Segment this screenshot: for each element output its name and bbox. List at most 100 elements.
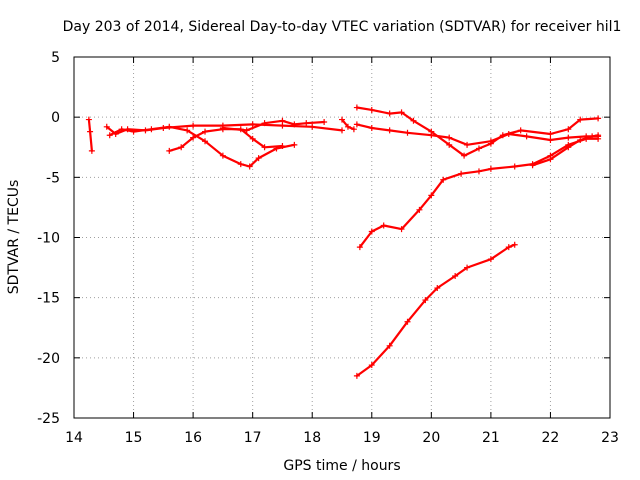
data-point xyxy=(255,155,262,162)
y-tick-label: 0 xyxy=(51,110,60,126)
data-point xyxy=(87,128,94,135)
data-point xyxy=(249,121,256,128)
x-tick-label: 19 xyxy=(363,430,381,446)
data-point xyxy=(339,116,345,123)
series-arc-c xyxy=(106,123,298,170)
data-point xyxy=(303,120,310,127)
data-point xyxy=(368,124,375,131)
data-point xyxy=(589,133,596,140)
data-point xyxy=(356,244,363,251)
series-arc-e xyxy=(219,117,328,134)
data-point xyxy=(458,170,465,177)
x-tick-label: 23 xyxy=(601,430,619,446)
data-point xyxy=(565,126,572,133)
data-point xyxy=(487,165,494,172)
data-series xyxy=(85,104,602,379)
x-tick-label: 22 xyxy=(542,430,560,446)
data-point xyxy=(202,138,209,145)
x-tick-label: 18 xyxy=(303,430,321,446)
data-point xyxy=(565,144,572,151)
series-line xyxy=(358,137,600,249)
data-point xyxy=(452,273,459,280)
data-point xyxy=(446,134,453,141)
data-point xyxy=(386,110,393,117)
data-point xyxy=(279,143,286,150)
data-point xyxy=(118,126,125,133)
data-point xyxy=(350,126,357,133)
data-point xyxy=(190,134,197,141)
data-point xyxy=(487,138,494,145)
axis-ticks xyxy=(73,56,611,419)
data-point xyxy=(380,222,387,229)
data-point xyxy=(344,123,351,130)
data-point xyxy=(368,362,375,369)
data-point xyxy=(353,104,360,111)
data-point xyxy=(178,144,185,151)
data-point xyxy=(505,131,512,138)
series-arc-a xyxy=(85,116,95,154)
data-point xyxy=(261,144,268,151)
series-arc-f xyxy=(339,116,357,133)
data-point xyxy=(353,121,360,128)
data-point xyxy=(202,128,209,135)
series-line xyxy=(355,106,600,157)
x-tick-label: 17 xyxy=(244,430,262,446)
data-point xyxy=(428,132,435,139)
series-line xyxy=(355,123,600,146)
data-point xyxy=(464,141,471,148)
data-point xyxy=(440,176,447,183)
data-point xyxy=(85,116,92,123)
series-arc-j xyxy=(529,132,602,169)
data-point xyxy=(184,127,191,134)
data-point xyxy=(547,156,554,163)
data-point xyxy=(565,134,572,141)
data-point xyxy=(279,117,286,124)
data-point xyxy=(529,162,536,169)
chart-title: Day 203 of 2014, Sidereal Day-to-day VTE… xyxy=(63,19,622,35)
data-point xyxy=(243,127,250,134)
y-tick-label: -10 xyxy=(37,231,60,247)
data-point xyxy=(321,118,328,125)
data-point xyxy=(246,163,253,170)
series-arc-i xyxy=(356,135,602,251)
data-point xyxy=(291,141,298,148)
data-point xyxy=(88,147,95,154)
x-tick-label: 21 xyxy=(482,430,500,446)
data-point xyxy=(595,132,602,139)
data-point xyxy=(434,285,441,292)
data-point xyxy=(547,131,554,138)
y-tick-label: -20 xyxy=(37,351,60,367)
data-point xyxy=(368,228,375,235)
data-point xyxy=(291,121,298,128)
data-point xyxy=(353,372,360,379)
y-tick-label: 5 xyxy=(51,50,60,66)
x-tick-label: 14 xyxy=(65,430,83,446)
data-point xyxy=(249,135,256,142)
x-tick-label: 16 xyxy=(184,430,202,446)
data-point xyxy=(386,127,393,134)
series-line xyxy=(355,243,516,377)
data-point xyxy=(547,137,554,144)
data-point xyxy=(309,123,316,130)
data-point xyxy=(577,116,584,123)
data-point xyxy=(148,126,155,133)
x-tick-label: 15 xyxy=(125,430,143,446)
series-arc-k xyxy=(353,241,518,379)
data-point xyxy=(339,127,345,134)
data-point xyxy=(166,147,173,154)
data-point xyxy=(577,137,584,144)
data-point xyxy=(487,256,494,263)
data-point xyxy=(386,342,393,349)
x-tick-label: 20 xyxy=(422,430,440,446)
data-point xyxy=(464,264,471,271)
data-point xyxy=(475,145,482,152)
data-point xyxy=(410,117,417,124)
data-point xyxy=(595,115,602,122)
data-point xyxy=(461,152,468,159)
data-point xyxy=(416,206,423,213)
data-point xyxy=(511,241,518,248)
data-point xyxy=(219,124,226,131)
y-tick-labels: 5 0 -5 -10 -15 -20 -25 xyxy=(37,50,60,427)
data-point xyxy=(523,133,530,140)
